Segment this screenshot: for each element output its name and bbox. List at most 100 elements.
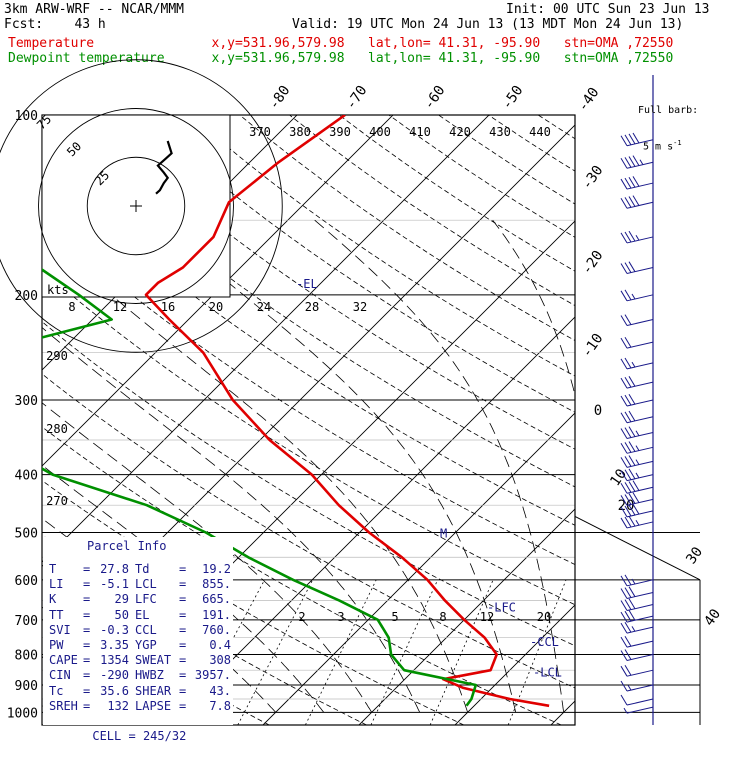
wind-legend-exp: -1: [673, 139, 681, 147]
parcel-label: PW: [49, 638, 63, 653]
wind-legend-title: Full barb:: [634, 105, 698, 116]
parcel-info-title: Parcel Info: [87, 539, 166, 554]
theta-label: 420: [449, 125, 471, 139]
parcel-value: -5.1: [100, 577, 129, 592]
parcel-label: CCL: [135, 623, 157, 638]
theta-label: 370: [249, 125, 271, 139]
parcel-value: 1354: [100, 653, 129, 668]
wind-barb: [621, 599, 653, 611]
theta-label: 410: [409, 125, 431, 139]
mixing-ratio-label: 3: [337, 610, 344, 624]
theta-label: 380: [289, 125, 311, 139]
parcel-value: 35.6: [100, 684, 129, 699]
hodograph-x-label: 8: [68, 300, 75, 314]
wind-barb: [621, 575, 653, 586]
hodograph-x-label: 24: [257, 300, 271, 314]
wind-barb: [621, 456, 653, 468]
parcel-label: SHEAR: [135, 684, 171, 699]
level-label: -LFC: [487, 601, 516, 615]
wind-barb-half: [636, 460, 639, 465]
skewt-figure: 3km ARW-WRF -- NCAR/MMM Init: 00 UTC Sun…: [0, 0, 740, 740]
parcel-value: 132: [107, 699, 129, 714]
parcel-value: 43.: [209, 684, 231, 699]
theta-label: 440: [529, 125, 551, 139]
wind-barb: [621, 196, 653, 209]
wind-barb-staff: [627, 699, 653, 705]
parcel-label: K: [49, 592, 56, 607]
mixing-ratio-line: [238, 580, 313, 725]
wind-barb-half: [628, 685, 631, 690]
wind-barb-flag: [621, 681, 627, 691]
mixing-ratio-label: 20: [537, 610, 551, 624]
wind-barb-half: [636, 446, 639, 451]
wind-barb: [621, 337, 653, 348]
wind-barb: [621, 290, 653, 301]
isotherm-label: -80: [266, 83, 294, 113]
wind-barb: [621, 442, 653, 454]
parcel-label: CIN: [49, 668, 71, 683]
wind-barb: [621, 358, 653, 369]
parcel-label: YGP: [135, 638, 157, 653]
pressure-tick-label: 400: [15, 469, 38, 484]
parcel-value: 760.: [202, 623, 231, 638]
wind-barb-half: [632, 294, 635, 299]
parcel-value: 19.2: [202, 562, 231, 577]
wind-barb: [621, 636, 653, 647]
pressure-tick-label: 500: [15, 527, 38, 542]
parcel-label: TT: [49, 608, 63, 623]
parcel-value: 3957.: [195, 668, 231, 683]
wind-barb: [621, 650, 653, 661]
wind-barb: [621, 681, 653, 691]
parcel-value: 191.: [202, 608, 231, 623]
wind-barb: [621, 622, 653, 633]
isotherm-label: -40: [575, 85, 603, 115]
level-label: -CCL: [530, 635, 559, 649]
pressure-tick-label: 300: [15, 394, 38, 409]
hodograph-x-label: 32: [353, 300, 367, 314]
dry-adiabat-label: 280: [46, 422, 68, 436]
wind-barb: [621, 376, 653, 388]
wind-legend-value: 5 m s: [643, 141, 673, 152]
isotherm-label: -30: [579, 163, 607, 193]
isotherm-label: 0: [594, 403, 602, 419]
pressure-tick-label: 1000: [7, 706, 38, 721]
parcel-label: SVI: [49, 623, 71, 638]
parcel-value: -0.3: [100, 623, 129, 638]
wind-barb: [621, 231, 653, 243]
isotherm-label: -20: [579, 248, 607, 278]
mixing-ratio-label: 2: [298, 610, 305, 624]
parcel-value: 50: [115, 608, 129, 623]
hodograph-x-label: 20: [209, 300, 223, 314]
pressure-tick-label: 200: [15, 289, 38, 304]
wind-barb: [621, 411, 653, 423]
parcel-label: Td: [135, 562, 149, 577]
pressure-tick-label: 700: [15, 614, 38, 629]
parcel-value: 308: [209, 653, 231, 668]
wind-barb: [621, 587, 653, 599]
wind-barb-flag: [621, 695, 627, 705]
dry-adiabat-label: 270: [46, 494, 68, 508]
mixing-ratio-label: 5: [391, 610, 398, 624]
parcel-label: Tc: [49, 684, 63, 699]
pressure-tick-label: 800: [15, 648, 38, 663]
wind-legend: Full barb: 5 m s-1: [634, 83, 698, 174]
cell-value: 245/32: [143, 729, 186, 743]
wind-barb: [621, 262, 653, 274]
parcel-value: 0.4: [209, 638, 231, 653]
parcel-label: CAPE: [49, 653, 78, 668]
parcel-label: LCL: [135, 577, 157, 592]
moist-adiabat: [638, 220, 660, 712]
parcel-value: 7.8: [209, 699, 231, 714]
hodograph-x-label: 28: [305, 300, 319, 314]
parcel-value: -290: [100, 668, 129, 683]
isotherm-label: 40: [701, 606, 724, 629]
pressure-tick-label: 900: [15, 679, 38, 694]
